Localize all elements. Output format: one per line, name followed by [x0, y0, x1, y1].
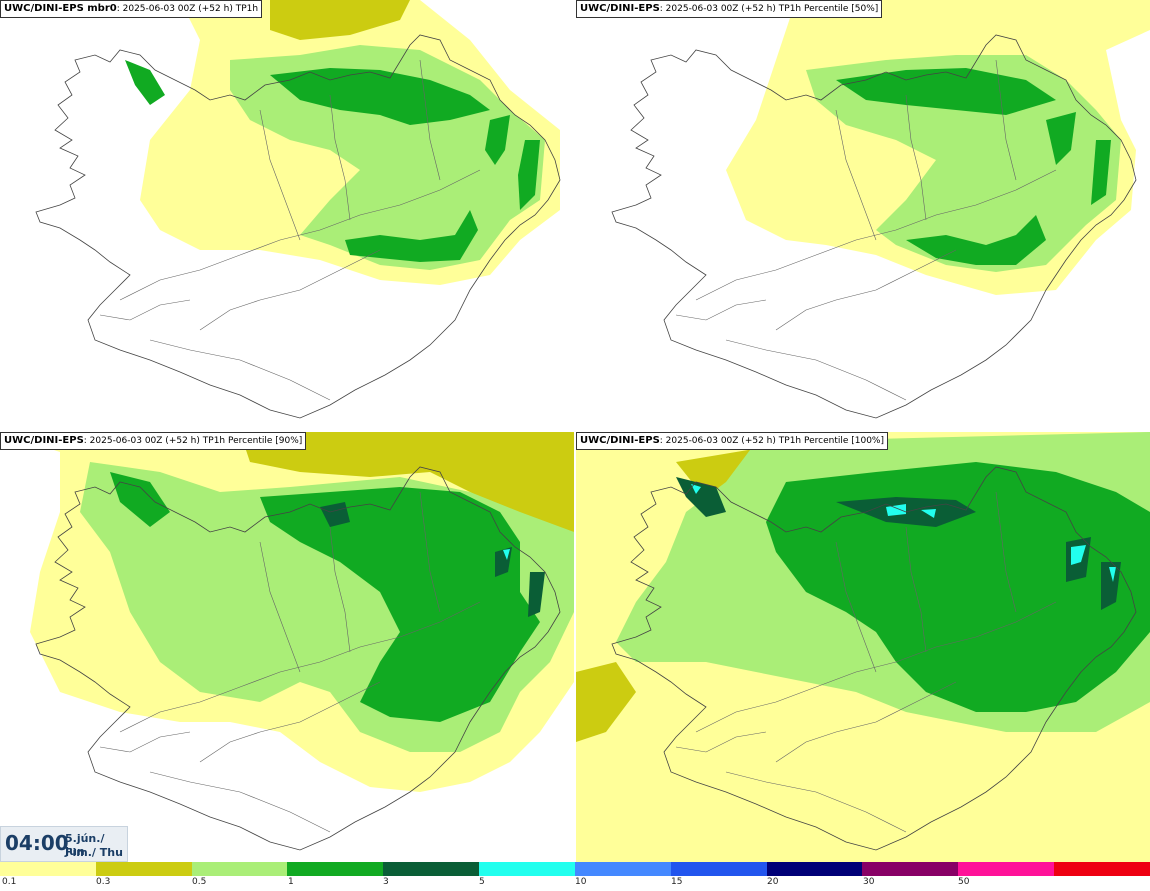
legend-tick-label: 5 — [479, 877, 485, 887]
precip-map — [0, 432, 574, 851]
precip-map — [35, 0, 561, 419]
legend-swatch — [479, 862, 575, 876]
legend-swatch — [766, 862, 863, 876]
panel-divider-horizontal — [0, 430, 1150, 432]
legend-tick-label: 3 — [383, 877, 389, 887]
legend-tick-label: 50 — [958, 877, 970, 887]
legend-swatch — [958, 862, 1055, 876]
precip-map — [611, 0, 1150, 419]
legend-tick-label: 0.3 — [96, 877, 111, 887]
map-panel-p100: UWC/DINI-EPS: 2025-06-03 00Z (+52 h) TP1… — [576, 432, 1150, 862]
run-info: : 2025-06-03 00Z (+52 h) — [116, 4, 233, 14]
legend-swatch — [383, 862, 480, 876]
legend-swatch — [0, 862, 96, 876]
field-name: TP1h Percentile [90%] — [202, 436, 303, 446]
precip-map — [576, 432, 1150, 862]
legend-swatch — [287, 862, 384, 876]
map-panel-p50: UWC/DINI-EPS: 2025-06-03 00Z (+52 h) TP1… — [576, 0, 1150, 430]
map-panel-member0: UWC/DINI-EPS mbr0: 2025-06-03 00Z (+52 h… — [0, 0, 574, 430]
model-name: UWC/DINI-EPS — [4, 435, 84, 446]
valid-date-line2: Fim./ Thu — [65, 846, 123, 859]
model-name: UWC/DINI-EPS — [580, 435, 660, 446]
legend-swatch — [191, 862, 288, 876]
legend-tick-label: 0.5 — [192, 877, 207, 887]
model-name: UWC/DINI-EPS mbr0 — [4, 3, 117, 14]
run-info: : 2025-06-03 00Z (+52 h) — [83, 436, 200, 446]
run-info: : 2025-06-03 00Z (+52 h) — [659, 436, 776, 446]
legend-color-bar — [0, 862, 1150, 876]
field-name: TP1h Percentile [100%] — [778, 436, 884, 446]
panel-title: UWC/DINI-EPS: 2025-06-03 00Z (+52 h) TP1… — [0, 432, 307, 450]
valid-date-line1: 5.jún./ Jun — [65, 832, 105, 858]
legend-swatch — [670, 862, 767, 876]
field-name: TP1h — [235, 4, 259, 14]
legend-tick-label: 20 — [767, 877, 779, 887]
color-legend: 0.1 0.3 0.5 1 3 5 10 15 20 30 50 — [0, 862, 1150, 891]
valid-time-box: 04:00 5.jún./ Jun Fim./ Thu — [0, 826, 128, 862]
map-panel-p90: UWC/DINI-EPS: 2025-06-03 00Z (+52 h) TP1… — [0, 432, 574, 862]
legend-swatch — [862, 862, 959, 876]
valid-time: 04:00 — [5, 831, 69, 855]
legend-tick-label: 0.1 — [2, 877, 17, 887]
run-info: : 2025-06-03 00Z (+52 h) — [659, 4, 776, 14]
field-name: TP1h Percentile [50%] — [778, 4, 879, 14]
panel-title: UWC/DINI-EPS: 2025-06-03 00Z (+52 h) TP1… — [576, 432, 888, 450]
panel-title: UWC/DINI-EPS: 2025-06-03 00Z (+52 h) TP1… — [576, 0, 883, 18]
legend-swatch — [95, 862, 192, 876]
legend-tick-label: 10 — [575, 877, 587, 887]
legend-tick-label: 30 — [863, 877, 875, 887]
model-name: UWC/DINI-EPS — [580, 3, 660, 14]
legend-swatch — [574, 862, 671, 876]
legend-tick-label: 1 — [288, 877, 294, 887]
panel-title: UWC/DINI-EPS mbr0: 2025-06-03 00Z (+52 h… — [0, 0, 263, 18]
legend-swatch — [1054, 862, 1150, 876]
legend-tick-label: 15 — [671, 877, 683, 887]
